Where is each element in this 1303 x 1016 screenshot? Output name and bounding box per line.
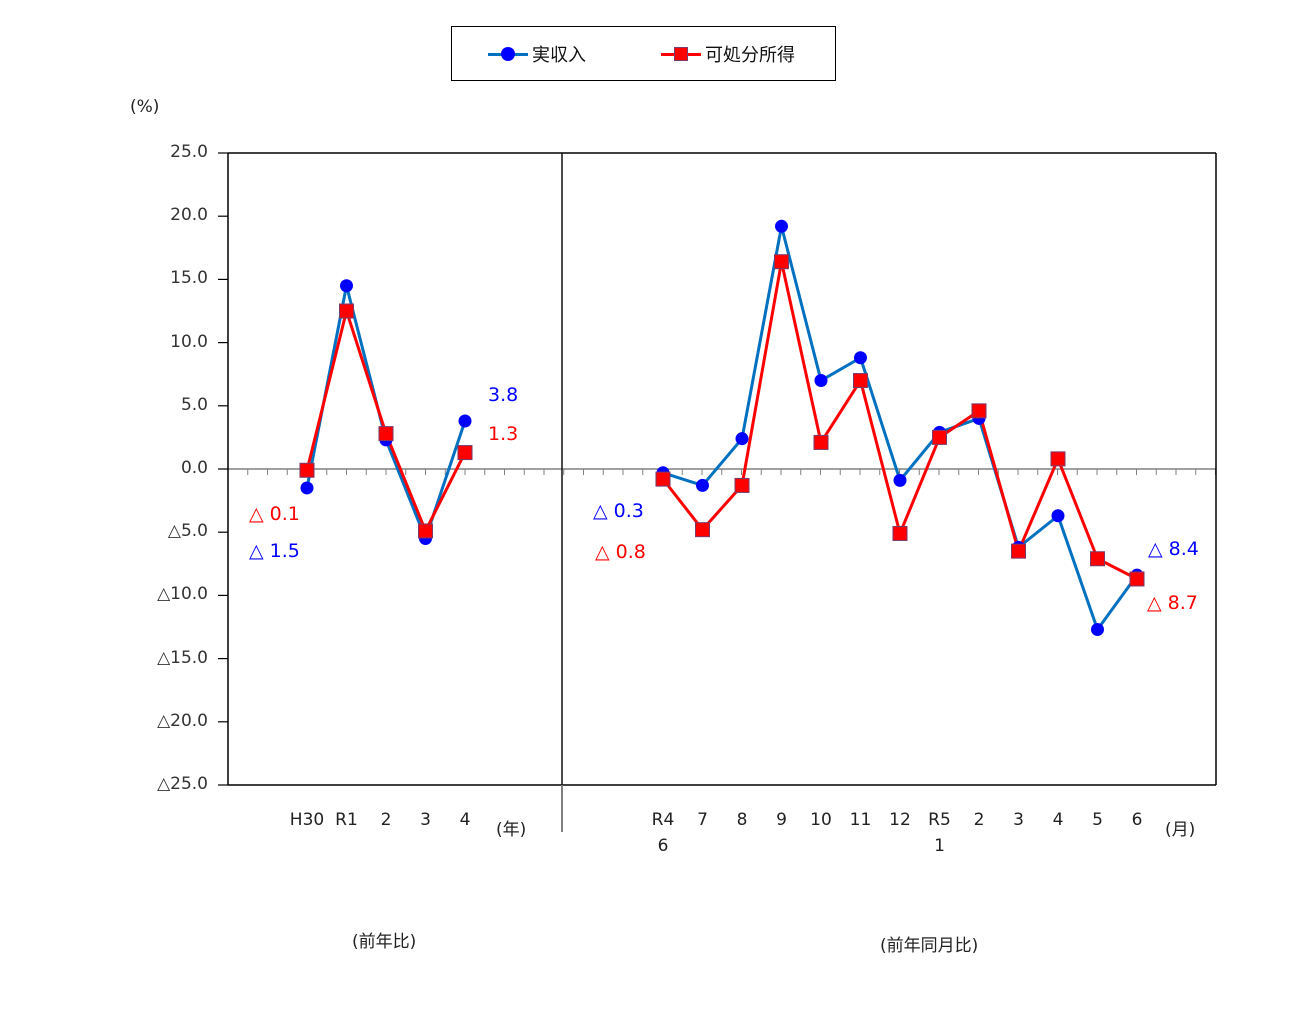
disposable-marker-icon	[932, 429, 947, 445]
x-tick-label: 9	[776, 810, 787, 830]
disposable-marker-icon	[774, 254, 789, 270]
disposable-marker-icon	[892, 525, 908, 541]
y-tick-label: △20.0	[157, 710, 208, 731]
income-marker-icon	[814, 374, 828, 388]
legend-income-label: 実収入	[532, 45, 586, 66]
x-tick-label: 11	[849, 810, 872, 830]
disposable-marker-icon	[1050, 451, 1066, 467]
x-tick-label: 2	[380, 810, 392, 830]
y-tick-label: 0.0	[180, 458, 208, 478]
x-tick-label: 2	[973, 810, 985, 830]
income-line	[662, 224, 1139, 632]
y-tick-label: △25.0	[157, 774, 208, 794]
x-axis-unit-year: (年)	[496, 820, 527, 840]
x-tick-label: 6	[1131, 810, 1143, 830]
disposable-marker-icon	[339, 303, 354, 319]
data-label-annual-disposable-first: △ 0.1	[249, 503, 300, 525]
disposable-marker-icon	[971, 403, 987, 419]
disposable-marker-icon	[1011, 543, 1026, 559]
income-marker-icon	[735, 432, 749, 446]
income-marker-icon	[696, 478, 709, 492]
data-label-monthly-income-first: △ 0.3	[593, 500, 644, 522]
section-label-annual: (前年比)	[352, 932, 417, 952]
x-tick-label: 5	[1092, 810, 1103, 830]
x-tick-label: 4	[1052, 810, 1064, 830]
x-tick-label: 8	[736, 810, 748, 830]
y-tick-label: 15.0	[170, 268, 208, 289]
x-axis-unit-month: (月)	[1165, 820, 1196, 840]
data-label-annual-income-last: 3.8	[488, 384, 519, 406]
income-marker-icon	[1091, 623, 1104, 637]
x-tick-label: 12	[889, 810, 911, 830]
legend-item-income: 実収入	[488, 42, 586, 66]
disposable-marker-icon	[734, 477, 750, 493]
income-marker-icon	[340, 279, 353, 293]
data-label-monthly-disposable-first: △ 0.8	[595, 541, 646, 563]
x-tick-label: R5 1	[928, 810, 951, 856]
income-marker-icon	[854, 351, 867, 365]
disposable-marker-icon	[853, 373, 868, 389]
x-tick-label: H30	[289, 810, 325, 830]
income-marker-icon	[775, 219, 788, 233]
chart-legend: 実収入 可処分所得	[451, 26, 836, 81]
legend-income-swatch-icon	[488, 43, 528, 65]
disposable-marker-icon	[378, 426, 394, 442]
legend-disposable-label: 可処分所得	[705, 45, 795, 66]
x-tick-label: R1	[335, 810, 358, 830]
disposable-marker-icon	[813, 434, 829, 450]
data-label-annual-income-first: △ 1.5	[249, 540, 300, 562]
y-axis-unit: (%)	[130, 97, 160, 117]
y-tick-label: △15.0	[157, 647, 208, 668]
data-label-monthly-income-last: △ 8.4	[1148, 538, 1199, 560]
income-marker-icon	[300, 481, 314, 495]
data-label-monthly-disposable-last: △ 8.7	[1147, 592, 1198, 614]
y-tick-label: 20.0	[170, 205, 208, 226]
disposable-marker-icon	[457, 445, 473, 461]
x-tick-label: 7	[697, 810, 708, 830]
y-tick-label: △5.0	[167, 521, 208, 542]
disposable-marker-icon	[695, 522, 710, 538]
y-tick-label: 25.0	[170, 142, 208, 162]
legend-item-disposable: 可処分所得	[661, 42, 795, 66]
section-label-monthly: (前年同月比)	[880, 936, 979, 956]
x-tick-label: 3	[420, 810, 431, 830]
y-tick-label: 10.0	[170, 331, 208, 352]
income-marker-icon	[1051, 509, 1065, 523]
income-marker-icon	[458, 414, 472, 428]
disposable-marker-icon	[655, 471, 671, 487]
disposable-marker-icon	[1129, 571, 1145, 587]
x-tick-label: R4 6	[651, 810, 675, 856]
x-tick-label: 4	[459, 810, 471, 830]
disposable-marker-icon	[1090, 551, 1105, 567]
disposable-line	[305, 309, 467, 533]
x-tick-label: 3	[1013, 810, 1024, 830]
income-marker-icon	[893, 473, 907, 487]
legend-disposable-swatch-icon	[661, 43, 701, 65]
data-label-annual-disposable-last: 1.3	[488, 423, 519, 445]
disposable-marker-icon	[418, 523, 433, 539]
x-tick-label: 10	[810, 810, 832, 830]
y-tick-label: 5.0	[180, 394, 208, 415]
disposable-marker-icon	[299, 462, 315, 478]
y-tick-label: △10.0	[157, 584, 208, 605]
